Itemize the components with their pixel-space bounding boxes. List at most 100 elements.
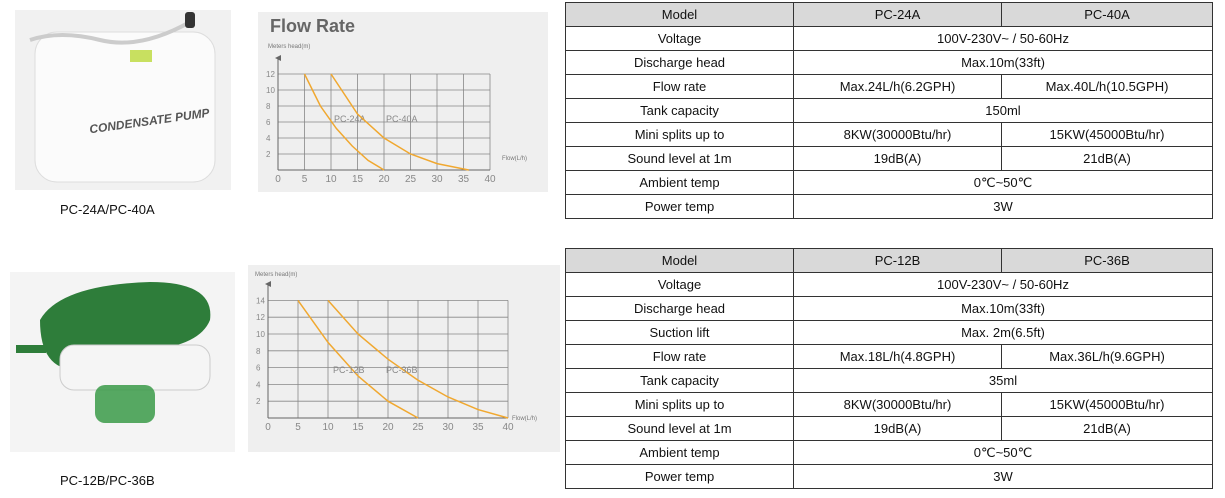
series-label: PC-40A xyxy=(386,114,418,124)
table-cell: Max.24L/h(6.2GPH) xyxy=(793,74,1002,99)
y-tick-label: 6 xyxy=(256,364,261,373)
y-axis-label: Meters head(m) xyxy=(255,272,297,278)
header-row: Model PC-12B PC-36B xyxy=(565,248,1213,273)
series-label: PC-12B xyxy=(333,365,365,375)
table-row: Tank capacity 35ml xyxy=(565,368,1213,393)
product-caption: PC-24A/PC-40A xyxy=(60,202,155,217)
table-cell: Flow rate xyxy=(565,344,794,369)
table-cell: Power temp xyxy=(565,464,794,489)
x-tick-label: 0 xyxy=(275,174,281,185)
table-cell: Tank capacity xyxy=(565,98,794,123)
table-cell: Voltage xyxy=(565,272,794,297)
x-tick-label: 35 xyxy=(458,174,470,185)
y-tick-label: 2 xyxy=(266,150,271,159)
x-tick-label: 40 xyxy=(484,174,496,185)
series-line xyxy=(303,73,385,171)
x-tick-label: 30 xyxy=(442,422,454,433)
table-cell: Discharge head xyxy=(565,296,794,321)
chart-panel xyxy=(258,12,548,192)
x-tick-label: 0 xyxy=(265,422,271,433)
x-tick-label: 15 xyxy=(352,422,364,433)
table-cell: Max. 2m(6.5ft) xyxy=(793,320,1213,345)
product-caption: PC-12B/PC-36B xyxy=(60,473,155,488)
table-cell: Flow rate xyxy=(565,74,794,99)
table-row: Flow rate Max.24L/h(6.2GPH) Max.40L/h(10.5… xyxy=(565,74,1213,99)
table-cell: 19dB(A) xyxy=(793,416,1002,441)
spec-table: Model PC-12B PC-36B Voltage 100V-230V~ / 50-… xyxy=(565,248,1213,489)
pump-window xyxy=(130,50,152,62)
table-row: Mini splits up to 8KW(30000Btu/hr) 15KW(45… xyxy=(565,122,1213,147)
table-row: Voltage 100V-230V~ / 50-60Hz xyxy=(565,272,1213,297)
y-tick-label: 4 xyxy=(266,134,271,143)
table-cell: Ambient temp xyxy=(565,440,794,465)
y-tick-label: 12 xyxy=(256,313,265,322)
table-cell: Discharge head xyxy=(565,50,794,75)
x-tick-label: 35 xyxy=(472,422,484,433)
table-row: Power temp 3W xyxy=(565,464,1213,489)
table-cell: Max.36L/h(9.6GPH) xyxy=(1001,344,1213,369)
table-cell: Suction lift xyxy=(565,320,794,345)
x-tick-label: 10 xyxy=(325,174,337,185)
table-cell: 15KW(45000Btu/hr) xyxy=(1001,392,1213,417)
table-cell: 8KW(30000Btu/hr) xyxy=(793,392,1002,417)
pump-port xyxy=(16,345,46,353)
chart-title: Flow Rate xyxy=(270,16,355,36)
table-cell: 21dB(A) xyxy=(1001,146,1213,171)
x-tick-label: 20 xyxy=(382,422,394,433)
table-cell: 3W xyxy=(793,194,1213,219)
table-cell: Sound level at 1m xyxy=(565,146,794,171)
x-tick-label: 30 xyxy=(431,174,443,185)
header-cell: PC-40A xyxy=(1001,2,1213,27)
table-cell: 3W xyxy=(793,464,1213,489)
y-tick-label: 6 xyxy=(266,118,271,127)
y-tick-label: 8 xyxy=(266,102,271,111)
series-label: PC-36B xyxy=(386,365,418,375)
table-row: Voltage 100V-230V~ / 50-60Hz xyxy=(565,26,1213,51)
header-cell: Model xyxy=(565,2,794,27)
y-tick-label: 14 xyxy=(256,296,265,305)
table-cell: 100V-230V~ / 50-60Hz xyxy=(793,26,1213,51)
pump-body xyxy=(34,31,216,183)
table-row: Sound level at 1m 19dB(A) 21dB(A) xyxy=(565,416,1213,441)
table-cell: Mini splits up to xyxy=(565,392,794,417)
table-cell: 0℃~50℃ xyxy=(793,440,1213,465)
table-row: Power temp 3W xyxy=(565,194,1213,219)
y-axis-label: Meters head(m) xyxy=(268,44,310,50)
x-tick-label: 25 xyxy=(405,174,417,185)
series-line xyxy=(327,299,509,419)
header-cell: Model xyxy=(565,248,794,273)
x-tick-label: 20 xyxy=(378,174,390,185)
spec-table: Model PC-24A PC-40A Voltage 100V-230V~ / 50-… xyxy=(565,2,1213,219)
x-tick-label: 5 xyxy=(295,422,301,433)
table-row: Suction lift Max. 2m(6.5ft) xyxy=(565,320,1213,345)
y-tick-label: 2 xyxy=(256,397,261,406)
pump-base xyxy=(59,344,211,391)
x-tick-label: 10 xyxy=(322,422,334,433)
y-tick-label: 10 xyxy=(256,330,265,339)
table-cell: Ambient temp xyxy=(565,170,794,195)
table-cell: 35ml xyxy=(793,368,1213,393)
x-tick-label: 40 xyxy=(502,422,514,433)
y-tick-label: 12 xyxy=(266,70,275,79)
pump-hose xyxy=(29,20,191,45)
table-cell: Max.18L/h(4.8GPH) xyxy=(793,344,1002,369)
x-axis-label: Flow(L/h) xyxy=(502,156,527,162)
x-tick-label: 15 xyxy=(352,174,364,185)
table-cell: 0℃~50℃ xyxy=(793,170,1213,195)
header-cell: PC-24A xyxy=(793,2,1002,27)
table-cell: Max.10m(33ft) xyxy=(793,50,1213,75)
table-row: Discharge head Max.10m(33ft) xyxy=(565,296,1213,321)
table-row: Sound level at 1m 19dB(A) 21dB(A) xyxy=(565,146,1213,171)
table-cell: Max.10m(33ft) xyxy=(793,296,1213,321)
table-cell: 8KW(30000Btu/hr) xyxy=(793,122,1002,147)
table-row: Ambient temp 0℃~50℃ xyxy=(565,440,1213,465)
table-cell: Power temp xyxy=(565,194,794,219)
table-row: Discharge head Max.10m(33ft) xyxy=(565,50,1213,75)
table-cell: Max.40L/h(10.5GPH) xyxy=(1001,74,1213,99)
x-axis-label: Flow(L/h) xyxy=(512,416,537,422)
table-cell: 150ml xyxy=(793,98,1213,123)
x-tick-label: 25 xyxy=(412,422,424,433)
header-row: Model PC-24A PC-40A xyxy=(565,2,1213,27)
y-tick-label: 8 xyxy=(256,347,261,356)
